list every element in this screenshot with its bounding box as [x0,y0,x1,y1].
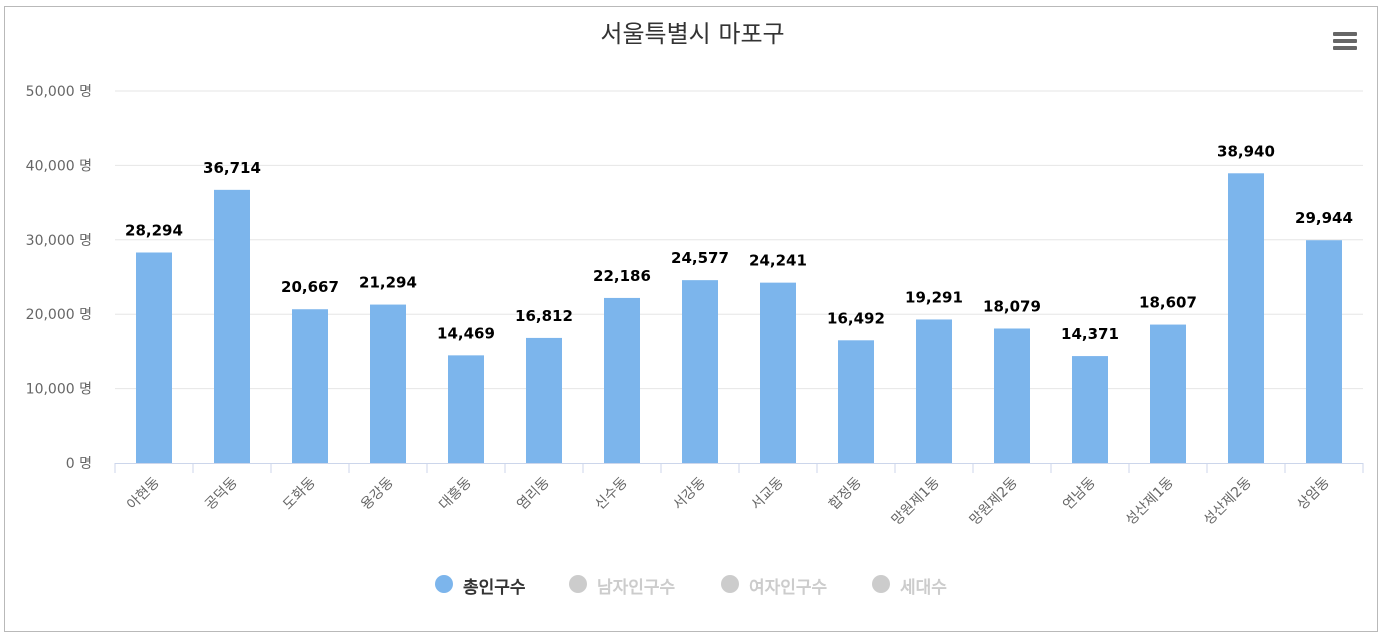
bar [526,337,562,463]
x-tick-label: 연남동 [1060,474,1099,513]
data-label: 38,940 [1217,142,1275,160]
legend-dot-icon [721,575,739,593]
legend-label: 세대수 [900,578,947,598]
y-tick-label: 40,000 명 [26,158,92,174]
legend-label: 남자인구수 [597,578,676,598]
data-label: 21,294 [359,274,417,292]
legend-label: 총인구수 [463,578,526,598]
data-label: 18,079 [983,297,1041,315]
x-tick-label: 신수동 [592,474,631,513]
legend-dot-icon [569,575,587,593]
data-label: 16,492 [827,309,885,327]
x-tick-label: 상암동 [1294,474,1333,513]
legend: 총인구수 남자인구수 여자인구수 세대수 [0,570,1385,600]
data-label: 24,241 [749,252,807,270]
bar [760,282,796,463]
data-label: 22,186 [593,267,651,285]
data-label: 14,469 [437,324,495,342]
data-label: 29,944 [1295,209,1353,227]
y-tick-label: 0 명 [66,456,92,472]
x-tick-label: 공덕동 [202,474,241,513]
legend-label: 여자인구수 [749,578,828,598]
bar [838,340,874,463]
y-tick-label: 10,000 명 [26,382,92,398]
y-tick-label: 20,000 명 [26,307,92,323]
data-label: 16,812 [515,307,573,325]
x-tick-label: 서교동 [748,474,787,513]
chart-title: 서울특별시 마포구 [600,20,785,48]
x-tick-label: 망원제2동 [967,474,1021,528]
data-label: 14,371 [1061,325,1119,343]
y-tick-label: 30,000 명 [26,233,92,249]
bar [292,309,328,463]
y-tick-label: 50,000 명 [26,84,92,100]
data-label: 36,714 [203,159,261,177]
hamburger-menu-icon[interactable] [1328,28,1362,58]
x-tick-label: 도화동 [280,474,319,513]
bar [1072,356,1108,463]
bar-chart: 0 명 10,000 명 20,000 명 30,000 명 40,000 명 50,00… [26,84,1364,529]
x-tick-label: 염리동 [514,474,553,513]
bar [604,297,640,463]
x-tick-label: 아현동 [124,474,163,513]
x-tick-label: 성산제2동 [1201,474,1255,528]
legend-dot-icon [872,575,890,593]
x-tick-label: 서강동 [670,474,709,513]
x-tick-label: 성산제1동 [1123,474,1177,528]
data-label: 20,667 [281,278,339,296]
data-label: 19,291 [905,288,963,306]
bar [916,319,952,463]
bar [1228,173,1264,463]
data-label: 18,607 [1139,294,1197,312]
bar [448,355,484,463]
data-label: 28,294 [125,221,183,239]
x-tick-label: 합정동 [826,474,865,513]
x-tick-label: 대흥동 [436,474,475,513]
legend-dot-icon [435,575,453,593]
bar [1150,324,1186,463]
bar [994,328,1030,463]
x-tick-label: 용강동 [358,474,397,513]
bar [136,252,172,463]
bar [682,280,718,463]
bar [214,189,250,463]
x-tick-label: 망원제1동 [889,474,943,528]
bar [370,304,406,463]
bar [1306,240,1342,463]
data-label: 24,577 [671,249,729,267]
